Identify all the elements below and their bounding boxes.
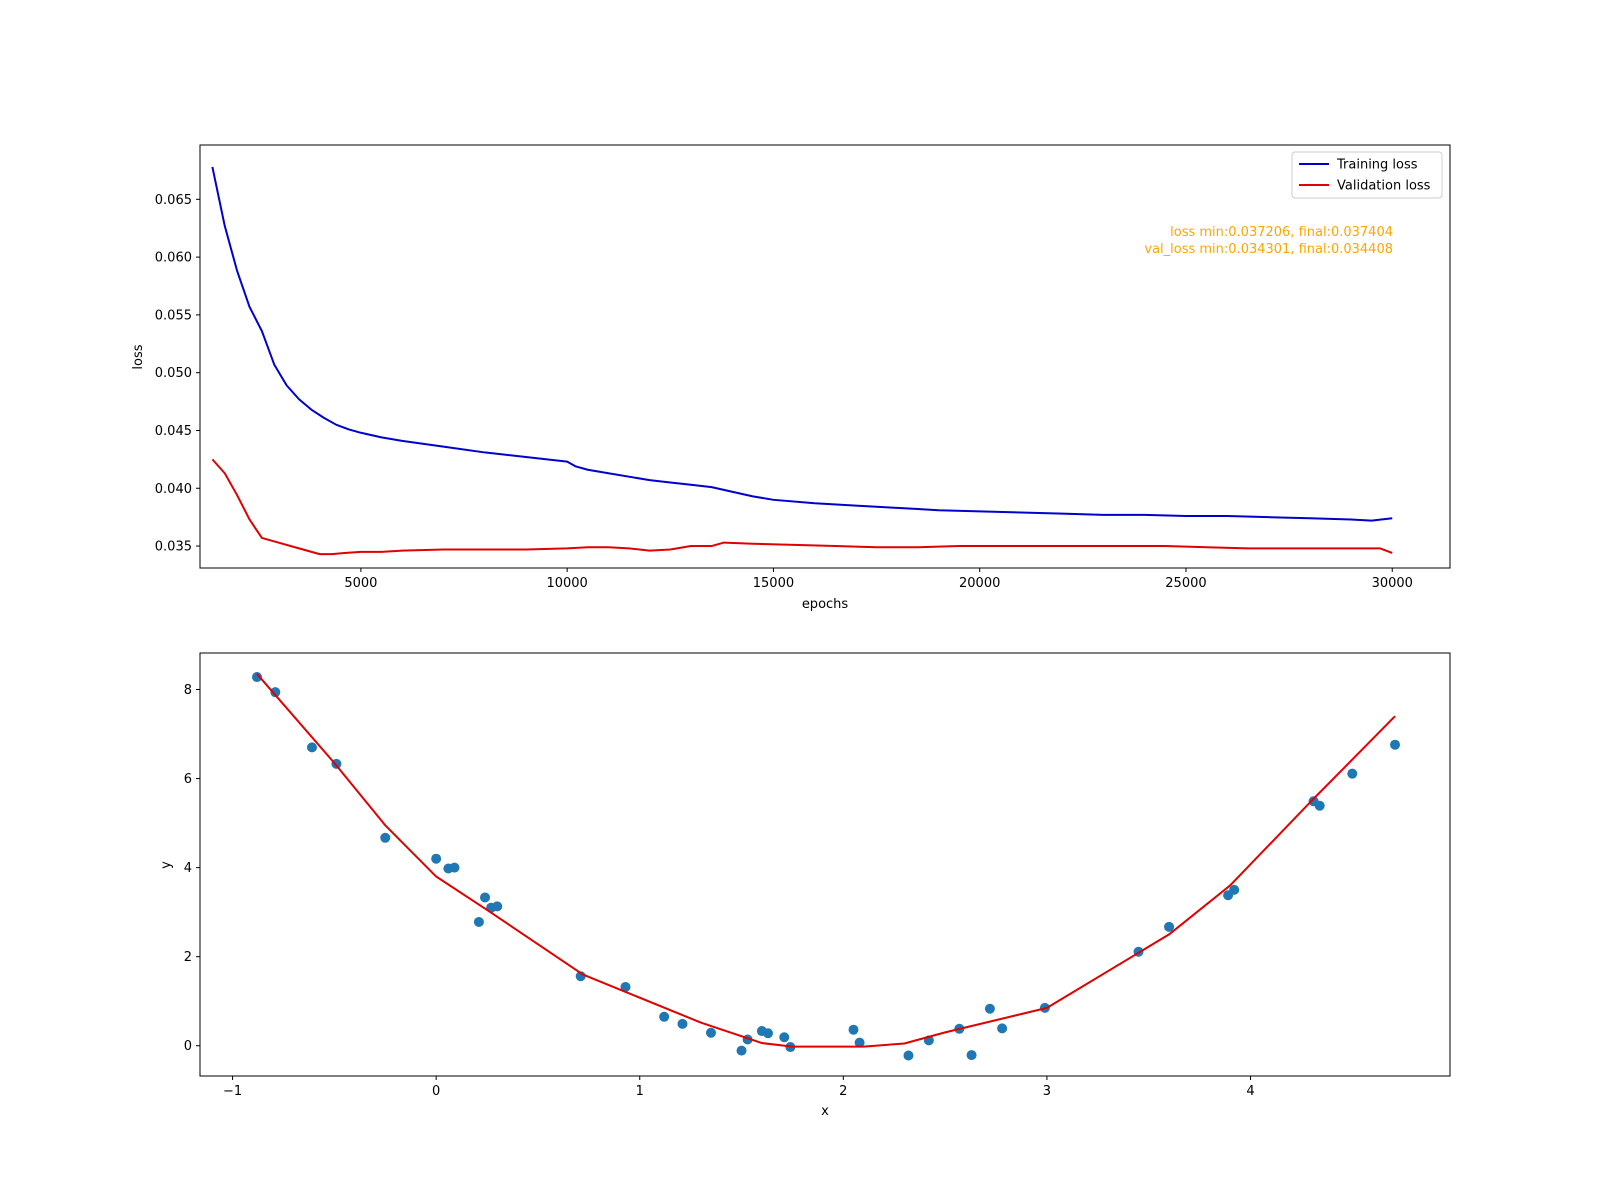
fit-series-group [252,672,1401,1061]
fit-y-tick-label: 6 [184,772,192,787]
loss-legend: Training loss Validation loss [1291,151,1443,199]
fit-y-tick-label: 2 [184,950,192,965]
scatter-point [705,1027,716,1038]
loss-plot: 5000 10000 15000 20000 25000 30000 0.035 0.040… [131,144,1451,612]
loss-y-axis-label: loss [131,344,146,369]
fit-y-axis-label: y [159,861,174,869]
scatter-point [1390,739,1401,750]
scatter-point [997,1023,1008,1034]
fit-plot: −1 0 1 2 3 4 0 2 4 6 8 x y [159,652,1451,1119]
loss-y-tick-label: 0.035 [155,540,192,555]
loss-y-ticks: 0.035 0.040 0.045 0.050 0.055 0.060 0.065 [155,193,200,555]
scatter-point [659,1011,670,1022]
loss-x-tick-label: 20000 [959,576,1000,591]
fit-x-tick-label: 1 [636,1084,644,1099]
scatter-point [848,1024,859,1035]
scatter-point [431,853,442,864]
loss-x-ticks: 5000 10000 15000 20000 25000 30000 [344,568,1413,591]
loss-x-axis-label: epochs [802,597,849,612]
scatter-point [677,1018,688,1029]
fit-x-tick-label: 3 [1043,1084,1051,1099]
series-line-training-loss [211,166,1393,522]
scatter-point [736,1045,747,1056]
series-line-validation-loss [211,458,1393,556]
loss-y-tick-label: 0.045 [155,424,192,439]
fit-x-axis-label: x [821,1104,829,1119]
scatter-point [854,1037,865,1048]
loss-x-tick-label: 5000 [344,576,377,591]
scatter-point [903,1050,914,1061]
fit-x-tick-label: 0 [432,1084,440,1099]
scatter-point [984,1003,995,1014]
legend-validation-loss-label: Validation loss [1337,179,1431,194]
fit-y-tick-label: 4 [184,861,192,876]
scatter-point [252,672,262,683]
scatter-point [1229,884,1240,895]
loss-stats-annotation-line-1: loss min:0.037206, final:0.037404 [1170,225,1393,240]
loss-y-tick-label: 0.040 [155,482,192,497]
scatter-point [306,742,317,753]
loss-plot-frame [199,144,1451,569]
scatter-point [480,892,491,903]
scatter-point [270,687,281,698]
loss-y-tick-label: 0.060 [155,251,192,266]
loss-x-tick-label: 10000 [546,576,587,591]
scatter-point [449,862,460,873]
legend-box [1291,151,1443,199]
scatter-point [1164,921,1175,932]
loss-stats-annotation-line-2: val_loss min:0.034301, final:0.034408 [1144,242,1393,257]
scatter-point [620,981,631,992]
fit-x-tick-label: −1 [223,1084,242,1099]
legend-training-loss-label: Training loss [1336,158,1418,173]
loss-y-tick-label: 0.055 [155,308,192,323]
loss-x-tick-label: 15000 [753,576,794,591]
loss-x-tick-label: 25000 [1165,576,1206,591]
scatter-point [492,901,503,912]
fit-y-tick-label: 0 [184,1039,192,1054]
scatter-point [966,1050,977,1061]
loss-x-tick-label: 30000 [1372,576,1413,591]
scatter-point [779,1032,790,1043]
loss-y-tick-label: 0.050 [155,366,192,381]
fit-x-tick-label: 4 [1246,1084,1254,1099]
scatter-point [763,1028,773,1039]
fit-y-tick-label: 8 [184,683,192,698]
scatter-point [1347,768,1358,779]
scatter-point [473,916,484,927]
loss-series-group [211,166,1393,556]
fit-line [256,673,1396,1048]
fit-x-ticks: −1 0 1 2 3 4 [223,1076,1255,1099]
loss-y-tick-label: 0.065 [155,193,192,208]
fit-plot-frame [199,652,1451,1077]
fit-y-ticks: 0 2 4 6 8 [184,683,200,1054]
scatter-point [1314,800,1325,811]
fit-x-tick-label: 2 [839,1084,847,1099]
scatter-point [380,832,391,843]
